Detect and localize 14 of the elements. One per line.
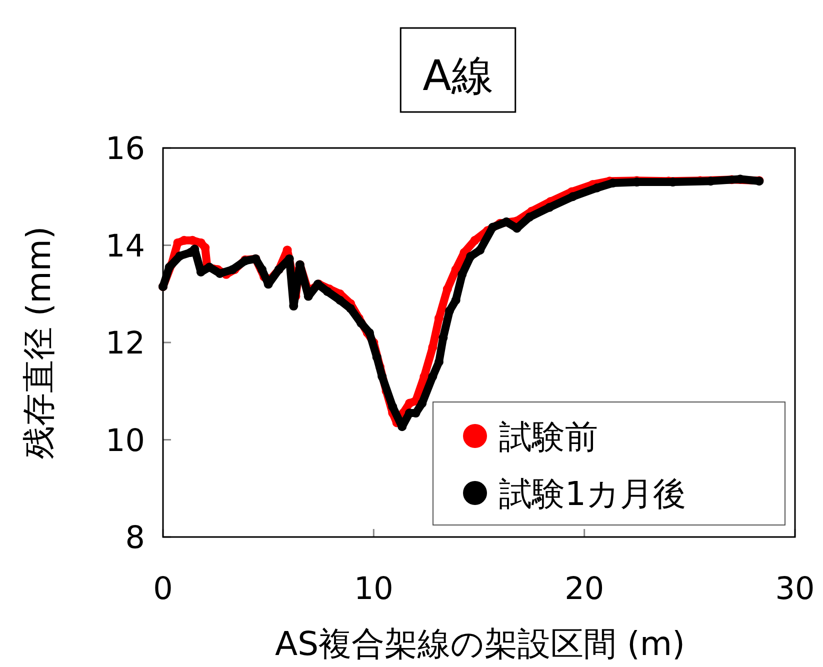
x-tick-label: 30 bbox=[775, 571, 815, 607]
x-axis-title: AS複合架線の架設区間 (m) bbox=[275, 624, 685, 663]
y-axis-title: 残存直径 (mm) bbox=[19, 226, 58, 459]
y-tick-label: 12 bbox=[106, 326, 145, 362]
legend-label: 試験前 bbox=[499, 417, 598, 456]
y-tick-label: 16 bbox=[106, 131, 145, 167]
chart-title: A線 bbox=[422, 51, 494, 100]
y-tick-label: 14 bbox=[106, 228, 145, 264]
y-tick-label: 8 bbox=[125, 520, 145, 556]
x-tick-label: 0 bbox=[153, 571, 173, 607]
legend-label: 試験1カ月後 bbox=[499, 474, 686, 513]
x-tick-label: 20 bbox=[564, 571, 604, 607]
x-tick-label: 10 bbox=[354, 571, 394, 607]
y-tick-label: 10 bbox=[106, 422, 145, 459]
